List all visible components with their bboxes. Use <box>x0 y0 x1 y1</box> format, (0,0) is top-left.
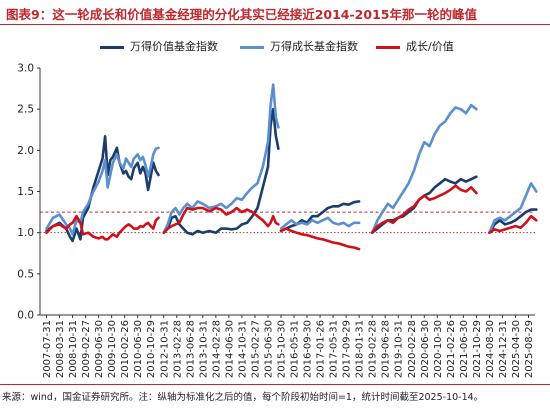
series-line-value <box>279 200 361 233</box>
series-line-growth <box>370 103 478 234</box>
legend-swatch-growth <box>240 45 264 49</box>
x-tick-label: 2010-02-26 <box>120 320 131 378</box>
y-tick-label: 1.0 <box>17 227 34 239</box>
x-tick-label: 2008-03-31 <box>55 320 66 378</box>
series-line-value <box>488 208 538 234</box>
x-tick-label: 2009-06-30 <box>94 320 105 378</box>
series-line-ratio <box>370 184 478 234</box>
series-line-growth <box>162 83 280 234</box>
x-tick-label: 2020-02-28 <box>407 320 418 378</box>
x-tick-label: 2009-02-27 <box>81 320 92 378</box>
y-tick-label: 3.0 <box>17 63 34 75</box>
title-rule <box>0 24 550 25</box>
y-tick-label: 0.0 <box>17 310 34 322</box>
x-tick-label: 2024-12-31 <box>498 320 509 378</box>
x-tick-label: 2016-09-30 <box>303 320 314 378</box>
source-note: 来源：wind，国金证券研究所。注：纵轴为标准化之后的值，每个阶段初始时间=1，… <box>2 392 484 403</box>
x-tick-label: 2014-06-30 <box>224 320 235 378</box>
y-tick-label: 2.5 <box>17 104 34 116</box>
x-tick-label: 2018-01-31 <box>355 320 366 378</box>
y-tick-label: 1.5 <box>17 186 34 198</box>
x-tick-label: 2010-10-29 <box>146 320 157 378</box>
y-tick-label: 0.5 <box>17 268 34 280</box>
legend-label-growth: 万得成长基金指数 <box>270 40 358 53</box>
legend-label-value: 万得价值基金指数 <box>130 40 218 53</box>
series-line-value <box>45 135 160 243</box>
x-tick-label: 2015-06-30 <box>263 320 274 378</box>
x-tick-label: 2021-10-29 <box>472 320 483 378</box>
x-tick-label: 2007-07-31 <box>42 320 53 378</box>
series-line-growth <box>488 182 538 234</box>
x-tick-label: 2020-06-30 <box>420 320 431 378</box>
x-tick-label: 2024-08-30 <box>485 320 496 378</box>
x-tick-label: 2025-04-30 <box>511 320 522 378</box>
series-line-ratio <box>162 206 280 234</box>
x-tick-label: 2014-10-31 <box>237 320 248 378</box>
series-line-growth <box>45 146 160 236</box>
x-tick-label: 2013-02-28 <box>172 320 183 378</box>
legend-item-value: 万得价值基金指数 <box>100 38 218 54</box>
figure-title: 图表9：这一轮成长和价值基金经理的分化其实已经接近2014-2015年那一轮的峰… <box>6 7 477 22</box>
x-tick-label: 2017-01-26 <box>316 320 327 378</box>
x-tick-label: 2021-02-26 <box>446 320 457 378</box>
legend-swatch-value <box>100 45 124 49</box>
legend-label-ratio: 成长/价值 <box>406 40 454 53</box>
x-tick-label: 2014-02-28 <box>211 320 222 378</box>
x-tick-label: 2010-06-30 <box>133 320 144 378</box>
x-tick-label: 2020-10-30 <box>433 320 444 378</box>
series-line-ratio <box>45 214 160 241</box>
x-tick-label: 2015-10-30 <box>276 320 287 378</box>
x-tick-label: 2015-02-27 <box>250 320 261 378</box>
legend-item-ratio: 成长/价值 <box>376 38 454 54</box>
legend-swatch-ratio <box>376 45 400 49</box>
x-tick-label: 2021-06-30 <box>459 320 470 378</box>
x-tick-label: 2016-05-31 <box>290 320 301 378</box>
x-tick-label: 2019-06-28 <box>381 320 392 378</box>
series-line-ratio <box>488 214 538 234</box>
x-tick-label: 2008-10-31 <box>68 320 79 378</box>
series-line-ratio <box>279 227 361 251</box>
x-tick-label: 2013-10-31 <box>198 320 209 378</box>
x-tick-label: 2009-10-30 <box>107 320 118 378</box>
x-tick-label: 2019-02-28 <box>368 320 379 378</box>
x-tick-label: 2025-08-29 <box>524 320 535 378</box>
x-tick-label: 2013-06-28 <box>185 320 196 378</box>
y-tick-label: 2.0 <box>17 145 34 157</box>
x-tick-label: 2017-09-29 <box>342 320 353 378</box>
bottom-rule <box>0 384 550 385</box>
x-tick-label: 2019-10-31 <box>394 320 405 378</box>
x-tick-label: 2017-05-31 <box>329 320 340 378</box>
series-line-value <box>162 107 280 236</box>
legend-item-growth: 万得成长基金指数 <box>240 38 358 54</box>
x-tick-label: 2012-10-31 <box>159 320 170 378</box>
series-line-growth <box>279 216 361 230</box>
